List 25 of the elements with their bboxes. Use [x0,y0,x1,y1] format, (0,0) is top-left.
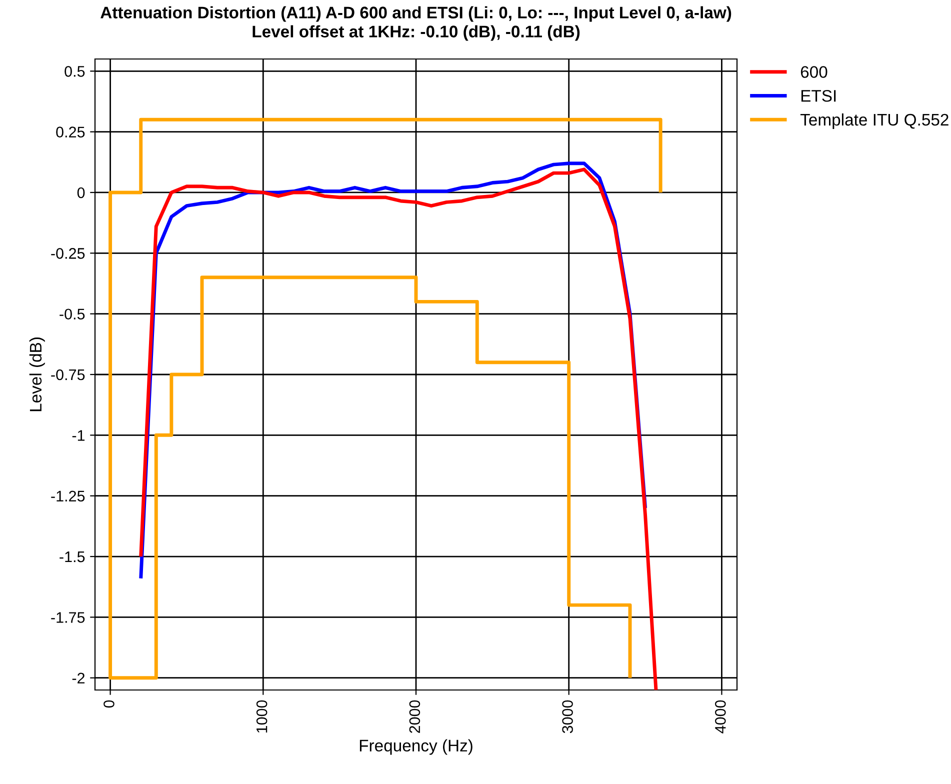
x-tick-label: 3000 [562,700,573,734]
y-tick-label: -0.75 [51,369,85,380]
x-tick-label: 0 [104,700,114,708]
legend-label: Template ITU Q.552 [800,113,948,129]
y-tick-label: -1.5 [60,552,85,562]
y-tick-label: -1 [72,430,85,441]
line-series [108,118,662,680]
x-axis-title: Frequency (Hz) [360,739,472,755]
chart-subtitle: Level offset at 1KHz: -0.10 (dB), -0.11 (dB) [252,25,580,41]
legend-label: ETSI [801,90,836,102]
y-tick-label: 0.5 [64,66,85,77]
chart-title: Attenuation Distortion (A11) A-D 600 and ETSI (Li: 0, Lo: ---, Input Level 0, a-law) [100,6,732,22]
x-tick-label: 2000 [409,700,420,733]
x-tick-label: 4000 [714,700,726,734]
x-tick-label: 1000 [256,700,268,733]
y-axis-title: Level (dB) [29,338,45,412]
y-tick-label: -2 [72,672,85,684]
y-tick-label: -1.25 [51,490,85,502]
y-tick-label: 0.25 [56,126,85,138]
y-tick-label: -0.25 [51,248,85,259]
legend-label: 600 [800,66,828,78]
line-series [139,168,658,690]
y-tick-label: -0.5 [60,308,85,320]
y-tick-label: -1.75 [51,612,85,623]
y-tick-label: 0 [77,187,85,198]
